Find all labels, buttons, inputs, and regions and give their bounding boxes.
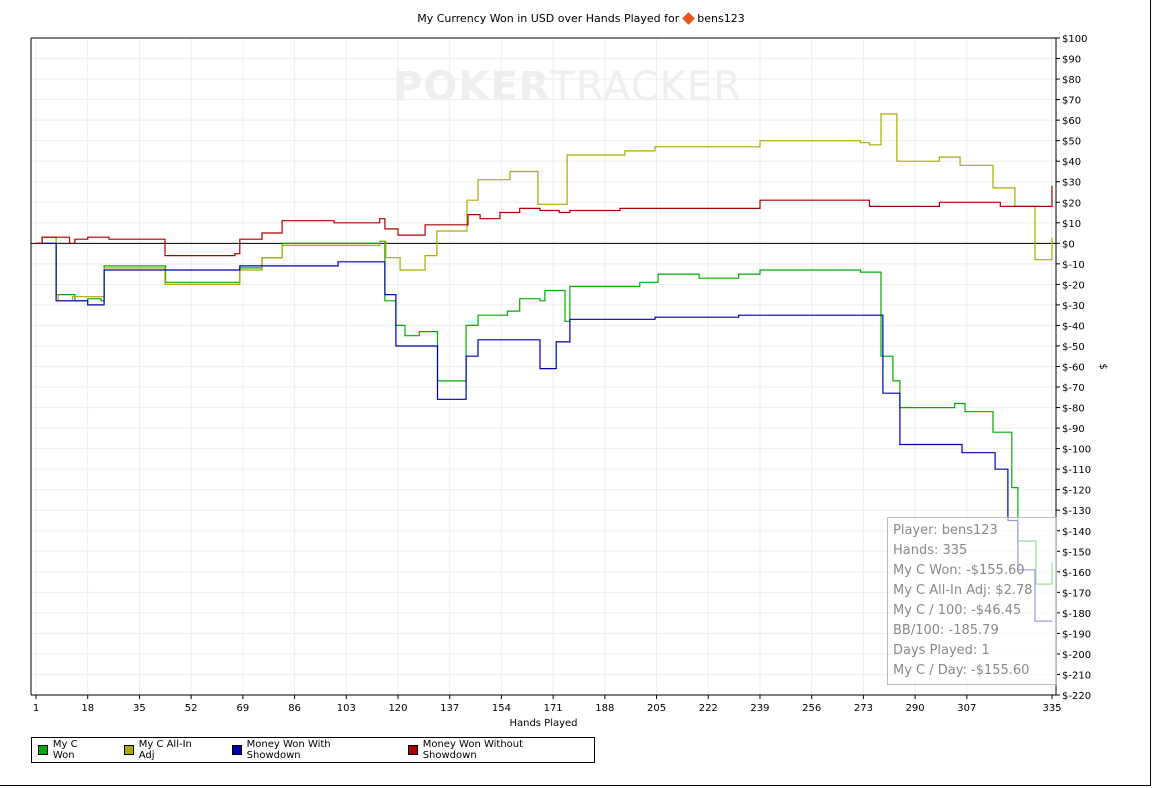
tooltip-line: BB/100: -185.79 xyxy=(893,623,999,638)
y-tick-label: $20 xyxy=(1062,198,1081,209)
series-line-my-c-all-in-adj xyxy=(36,113,1053,302)
legend-item[interactable]: My C Won xyxy=(38,739,102,761)
y-tick-label: $-150 xyxy=(1062,547,1091,558)
tooltip-line: My C All-In Adj: $2.78 xyxy=(893,583,1033,598)
legend-item[interactable]: My C All-In Adj xyxy=(123,739,210,761)
x-tick-label: 120 xyxy=(388,703,407,714)
y-tick-label: $-50 xyxy=(1062,342,1085,353)
x-tick-label: 171 xyxy=(544,703,563,714)
y-tick-label: $-110 xyxy=(1062,465,1091,476)
tooltip-line: Days Played: 1 xyxy=(893,643,990,658)
legend-swatch xyxy=(231,745,242,755)
y-tick-label: $-140 xyxy=(1062,527,1091,538)
y-tick-label: $-40 xyxy=(1062,321,1085,332)
x-tick-label: 256 xyxy=(802,703,821,714)
x-tick-label: 35 xyxy=(133,703,146,714)
tooltip-line: Hands: 335 xyxy=(893,543,968,558)
x-tick-label: 52 xyxy=(185,703,198,714)
x-tick-label: 205 xyxy=(647,703,666,714)
tooltip-line: My C / Day: -$155.60 xyxy=(893,663,1030,678)
window-border-right xyxy=(1150,0,1151,786)
y-tick-label: $-70 xyxy=(1062,383,1085,394)
y-tick-label: $-190 xyxy=(1062,629,1091,640)
legend-swatch xyxy=(38,745,48,755)
y-tick-label: $80 xyxy=(1062,75,1081,86)
x-tick-label: 273 xyxy=(854,703,873,714)
y-tick-label: $-120 xyxy=(1062,486,1091,497)
y-tick-label: $-100 xyxy=(1062,445,1091,456)
y-tick-label: $-200 xyxy=(1062,650,1091,661)
x-tick-label: 335 xyxy=(1042,703,1061,714)
y-tick-label: $-210 xyxy=(1062,670,1091,681)
x-tick-label: 188 xyxy=(595,703,614,714)
x-tick-label: 1 xyxy=(33,703,39,714)
y-axis-label: $ xyxy=(1097,363,1108,369)
y-tick-label: $-30 xyxy=(1062,301,1085,312)
y-tick-label: $70 xyxy=(1062,96,1081,107)
y-tick-label: $10 xyxy=(1062,219,1081,230)
x-tick-label: 103 xyxy=(337,703,356,714)
x-tick-label: 86 xyxy=(288,703,301,714)
tooltip-line: My C / 100: -$46.45 xyxy=(893,603,1022,618)
x-tick-label: 307 xyxy=(957,703,976,714)
y-tick-label: $90 xyxy=(1062,55,1081,66)
x-tick-label: 69 xyxy=(236,703,249,714)
x-tick-label: 18 xyxy=(81,703,94,714)
window-border-bottom xyxy=(0,785,1151,786)
y-tick-label: $-220 xyxy=(1062,691,1091,702)
legend-item[interactable]: Money Won Without Showdown xyxy=(407,739,578,761)
series-line-money-won-with-showdown xyxy=(36,242,1052,622)
y-tick-label: $-180 xyxy=(1062,609,1091,620)
y-tick-label: $-160 xyxy=(1062,568,1091,579)
pokertracker-watermark: POKERTRACKER xyxy=(393,64,742,110)
legend-item[interactable]: Money Won With Showdown xyxy=(231,739,386,761)
tooltip-line: Player: bens123 xyxy=(893,523,998,538)
player-name: bens123 xyxy=(697,12,745,25)
legend-swatch xyxy=(123,745,134,755)
y-tick-label: $60 xyxy=(1062,116,1081,127)
series-line-money-won-without-showdown xyxy=(36,185,1053,257)
y-tick-label: $-130 xyxy=(1062,506,1091,517)
y-tick-label: $-10 xyxy=(1062,260,1085,271)
y-tick-label: $40 xyxy=(1062,157,1081,168)
x-axis-label: Hands Played xyxy=(509,718,577,729)
legend-swatch xyxy=(407,745,418,755)
site-diamond-icon xyxy=(682,12,696,25)
y-tick-label: $-90 xyxy=(1062,424,1085,435)
tooltip-line: My C Won: -$155.60 xyxy=(893,563,1025,578)
x-tick-label: 222 xyxy=(699,703,718,714)
y-tick-label: $-170 xyxy=(1062,588,1091,599)
x-tick-label: 239 xyxy=(750,703,769,714)
stats-tooltip: Player: bens123 Hands: 335 My C Won: -$1… xyxy=(887,517,1057,685)
x-tick-label: 137 xyxy=(440,703,459,714)
y-tick-label: $-20 xyxy=(1062,280,1085,291)
y-tick-label: $30 xyxy=(1062,178,1081,189)
y-tick-label: $-80 xyxy=(1062,404,1085,415)
chart-title: My Currency Won in USD over Hands Played… xyxy=(417,12,745,25)
x-tick-label: 290 xyxy=(906,703,925,714)
chart-legend: My C Won My C All-In Adj Money Won With … xyxy=(31,737,595,763)
y-tick-label: $100 xyxy=(1062,34,1087,45)
x-tick-label: 154 xyxy=(492,703,511,714)
y-tick-label: $50 xyxy=(1062,137,1081,148)
y-tick-label: $0 xyxy=(1062,239,1075,250)
y-tick-label: $-60 xyxy=(1062,363,1085,374)
